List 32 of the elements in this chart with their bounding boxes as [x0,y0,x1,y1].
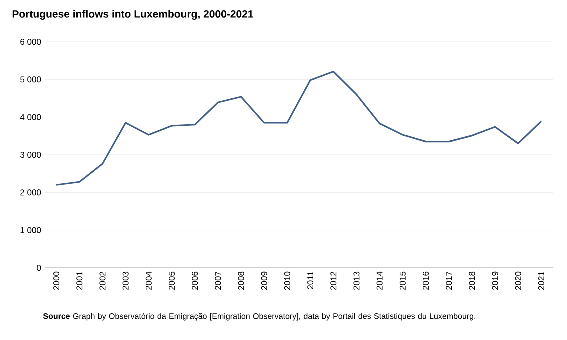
line-series [56,70,542,186]
x-tick-label: 2019 [492,272,498,290]
x-tick-label: 2010 [284,272,290,290]
y-tick-label: 2 000 [20,190,42,196]
x-tick-label: 2008 [238,272,244,290]
x-tick-label: 2001 [76,272,83,290]
x-tick-label: 2013 [354,272,360,290]
y-tick-label: 0 [37,264,42,272]
x-tick-label: 2005 [169,272,176,290]
x-tick-label: 2012 [330,272,337,290]
x-tick-label: 2017 [446,272,452,290]
y-tick-label: 4 000 [20,114,42,120]
text: Source Graph by Observatório da Emigração [Emigration Observatory], data by Portail des Statistiques du Luxembourg. [43,313,476,321]
chart-title: Portuguese inflows into Luxembourg, 2000-2021 [12,10,254,20]
x-tick-label: 2014 [376,272,383,290]
x-tick-label: 2016 [423,272,430,290]
y-tick-label: 3 000 [20,152,42,158]
x-tick-label: 2015 [400,272,406,290]
y-tick-label: 1 000 [20,227,42,234]
x-tick-label: 2006 [192,272,198,290]
x-tick-label: 2018 [469,272,476,290]
y-tick-label: 6 000 [20,38,42,46]
x-tick-label: 2007 [215,272,222,290]
x-tick-label: 2000 [54,272,60,290]
y-tick-label: 5 000 [20,76,42,83]
x-tick-label: 2020 [515,272,522,290]
x-tick-label: 2004 [146,272,152,290]
x-tick-label: 2009 [261,272,268,290]
x-tick-label: 2003 [122,272,129,290]
x-tick-label: 2011 [308,272,314,290]
x-tick-label: 2021 [538,272,544,290]
x-tick-label: 2002 [100,272,106,290]
